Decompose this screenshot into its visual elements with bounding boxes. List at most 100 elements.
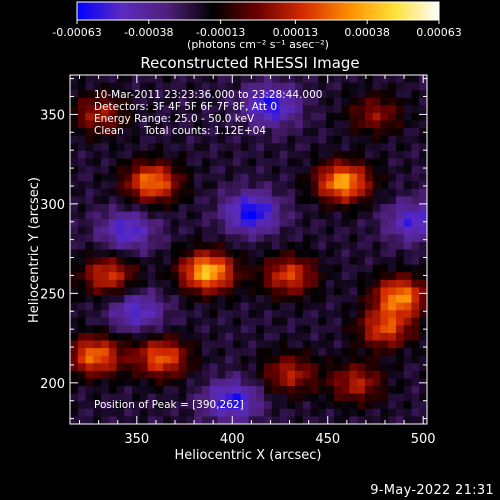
heatmap-cell: [108, 234, 117, 243]
heatmap-cell: [147, 302, 156, 311]
heatmap-cell: [139, 332, 149, 341]
heatmap-cell: [93, 90, 102, 99]
heatmap-cell: [349, 150, 358, 159]
heatmap-cell: [108, 166, 117, 175]
heatmap-cell: [349, 105, 358, 114]
heatmap-cell: [194, 75, 203, 83]
heatmap-cell: [240, 166, 249, 175]
heatmap-cell: [124, 112, 133, 121]
heatmap-cell: [209, 128, 218, 137]
heatmap-cell: [225, 401, 234, 410]
heatmap-cell: [357, 310, 366, 319]
heatmap-cell: [77, 219, 86, 228]
heatmap-cell: [124, 188, 133, 197]
heatmap-cell: [395, 120, 405, 129]
heatmap-cell: [372, 295, 381, 304]
heatmap-cell: [232, 272, 242, 281]
heatmap-cell: [372, 249, 381, 258]
heatmap-cell: [372, 272, 381, 281]
heatmap-cell: [419, 295, 428, 304]
heatmap-cell: [201, 112, 211, 121]
heatmap-cell: [194, 112, 203, 121]
heatmap-cell: [295, 279, 304, 288]
heatmap-cell: [170, 196, 180, 205]
heatmap-cell: [287, 279, 296, 288]
heatmap-cell: [178, 264, 187, 273]
heatmap-cell: [194, 386, 203, 395]
heatmap-cell: [264, 363, 273, 372]
heatmap-cell: [264, 257, 273, 266]
heatmap-cell: [295, 355, 304, 364]
heatmap-cell: [318, 143, 327, 152]
heatmap-cell: [201, 416, 211, 425]
heatmap-cell: [163, 378, 172, 387]
heatmap-cell: [186, 75, 195, 83]
heatmap-cell: [295, 166, 304, 175]
heatmap-cell: [302, 340, 311, 349]
heatmap-cell: [295, 112, 304, 121]
heatmap-cell: [248, 203, 257, 212]
heatmap-cell: [302, 295, 311, 304]
heatmap-cell: [248, 302, 257, 311]
heatmap-cell: [271, 97, 280, 106]
heatmap-cell: [209, 264, 218, 273]
heatmap-cell: [287, 112, 296, 121]
heatmap-cell: [364, 416, 374, 425]
heatmap-cell: [326, 401, 335, 410]
heatmap-cell: [302, 143, 311, 152]
heatmap-cell: [341, 203, 350, 212]
heatmap-cell: [341, 348, 350, 357]
heatmap-cell: [318, 378, 327, 387]
heatmap-cell: [364, 355, 374, 364]
heatmap-cell: [248, 82, 257, 91]
heatmap-cell: [170, 317, 180, 326]
heatmap-cell: [217, 279, 226, 288]
heatmap-cell: [333, 120, 343, 129]
heatmap-cell: [287, 257, 296, 266]
heatmap-cell: [341, 363, 350, 372]
heatmap-cell: [70, 188, 79, 197]
heatmap-cell: [364, 112, 374, 121]
heatmap-cell: [403, 226, 412, 235]
heatmap-cell: [326, 105, 335, 114]
heatmap-cell: [271, 378, 280, 387]
heatmap-cell: [124, 82, 133, 91]
heatmap-cell: [93, 287, 102, 296]
heatmap-cell: [132, 279, 141, 288]
heatmap-cell: [318, 173, 327, 182]
heatmap-cell: [209, 416, 218, 425]
heatmap-cell: [302, 211, 311, 220]
heatmap-cell: [326, 408, 335, 417]
heatmap-cell: [155, 211, 164, 220]
heatmap-cell: [217, 128, 226, 137]
heatmap-cell: [256, 241, 265, 250]
heatmap-cell: [178, 166, 187, 175]
heatmap-cell: [357, 196, 366, 205]
heatmap-cell: [232, 82, 242, 91]
heatmap-cell: [333, 363, 343, 372]
heatmap-cell: [155, 196, 164, 205]
heatmap-cell: [364, 150, 374, 159]
heatmap-cell: [108, 348, 117, 357]
heatmap-cell: [256, 226, 265, 235]
heatmap-cell: [357, 378, 366, 387]
heatmap-cell: [256, 105, 265, 114]
heatmap-cell: [372, 166, 381, 175]
heatmap-cell: [194, 408, 203, 417]
heatmap-cell: [132, 143, 141, 152]
heatmap-cell: [217, 363, 226, 372]
heatmap-cell: [77, 143, 86, 152]
heatmap-cell: [341, 378, 350, 387]
heatmap-cell: [271, 143, 280, 152]
heatmap-cell: [186, 378, 195, 387]
heatmap-cell: [333, 211, 343, 220]
heatmap-cell: [116, 143, 125, 152]
heatmap-cell: [349, 166, 358, 175]
heatmap-cell: [349, 340, 358, 349]
heatmap-cell: [271, 386, 280, 395]
heatmap-cell: [411, 348, 420, 357]
heatmap-cell: [264, 408, 273, 417]
heatmap-cell: [209, 340, 218, 349]
heatmap-cell: [155, 332, 164, 341]
heatmap-cell: [248, 135, 257, 144]
